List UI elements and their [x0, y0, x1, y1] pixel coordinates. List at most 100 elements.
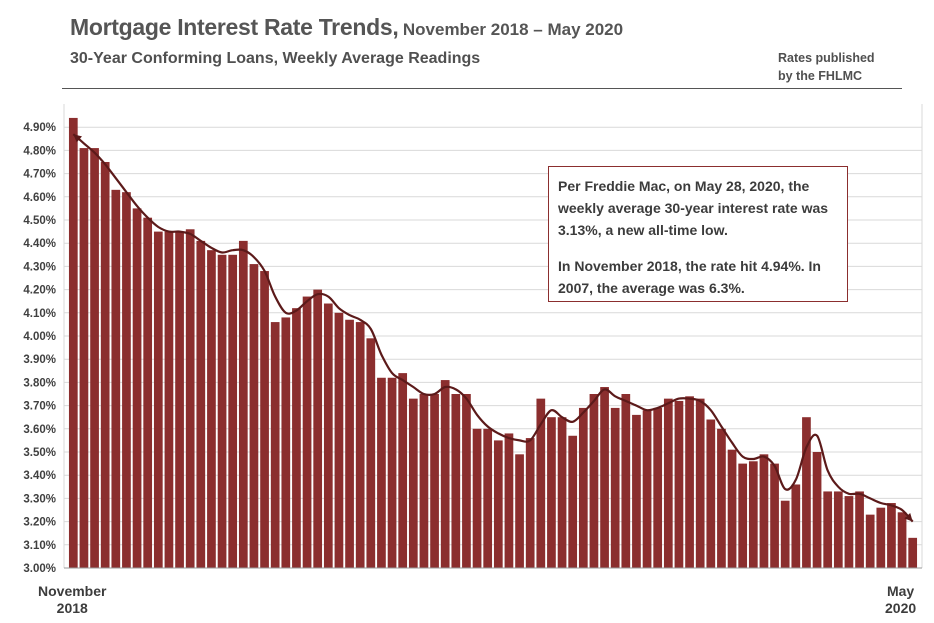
rate-bar [153, 231, 163, 568]
rate-bar [249, 264, 259, 568]
y-tick-label: 3.90% [23, 354, 56, 366]
y-tick-label: 4.60% [23, 192, 56, 204]
y-tick-label: 3.50% [23, 447, 56, 459]
rate-bar [791, 484, 801, 568]
rate-bar [833, 491, 843, 568]
rate-bar [717, 428, 726, 568]
rate-bar [621, 394, 631, 568]
chart-title-period: November 2018 – May 2020 [402, 20, 624, 39]
rate-bar [653, 407, 663, 568]
rate-bar [323, 303, 333, 568]
rate-bar [887, 503, 896, 568]
rate-bar [100, 162, 110, 568]
chart-title: Mortgage Interest Rate Trends, November … [70, 14, 623, 41]
rate-bar [865, 514, 875, 568]
rate-bar [207, 250, 216, 568]
rate-bar [578, 407, 588, 568]
rate-bar [525, 438, 535, 568]
y-tick-label: 4.40% [23, 238, 56, 250]
y-tick-label: 3.80% [23, 377, 56, 389]
y-tick-label: 3.60% [23, 424, 56, 436]
rate-bar [706, 419, 716, 568]
rate-bar [430, 394, 439, 568]
rate-bar [770, 463, 779, 568]
source-line-2: by the FHLMC [778, 69, 863, 83]
header-divider [62, 88, 902, 89]
y-tick-label: 4.90% [23, 122, 56, 134]
rate-bar [610, 407, 620, 568]
rate-bar [547, 417, 556, 568]
rate-bar [472, 428, 482, 568]
x-label-end-month: May [886, 583, 915, 599]
rate-bar [281, 317, 291, 568]
rate-bar [292, 308, 301, 568]
rate-bar [79, 148, 89, 568]
y-tick-label: 4.00% [23, 331, 56, 343]
rate-bar [387, 377, 397, 568]
rate-bar [844, 496, 854, 568]
rate-bar [132, 208, 142, 568]
rate-bar [663, 398, 673, 568]
x-label-start: November 2018 [38, 583, 106, 617]
rate-bar [185, 229, 195, 568]
y-tick-label: 3.20% [23, 517, 56, 529]
rate-bar [90, 148, 99, 568]
chart-title-main: Mortgage Interest Rate Trends, [70, 14, 399, 40]
rate-bar [908, 537, 918, 568]
rate-bar [451, 394, 461, 568]
rate-bar [748, 461, 758, 568]
rate-bar [568, 435, 578, 568]
rate-bar [238, 240, 248, 568]
rate-bar [780, 500, 790, 568]
y-tick-label: 4.20% [23, 285, 56, 297]
y-tick-label: 3.70% [23, 401, 56, 413]
rate-bar [143, 217, 153, 568]
rate-bar [727, 449, 737, 568]
rate-bar [419, 394, 429, 568]
rate-bar [536, 398, 546, 568]
y-axis-ticks: 3.00% 3.10% 3.20% 3.30% 3.40% 3.50% 3.60% 3.70%… [23, 122, 56, 575]
source-note: Rates published by the FHLMC [778, 49, 875, 85]
rate-bar [398, 373, 408, 568]
rate-bar [504, 433, 514, 568]
y-tick-label: 4.70% [23, 169, 56, 181]
callout-box: Per Freddie Mac, on May 28, 2020, the we… [548, 166, 848, 302]
x-label-end-year: 2020 [885, 600, 917, 616]
y-tick-label: 4.30% [23, 261, 56, 273]
rate-bar [196, 240, 206, 568]
y-tick-label: 4.80% [23, 145, 56, 157]
rate-bar [632, 414, 641, 568]
rate-bar [260, 271, 269, 568]
rate-bar [164, 231, 174, 568]
rate-bar [313, 289, 323, 568]
rate-bar [642, 410, 652, 568]
rate-bar [515, 454, 524, 568]
rate-bar [823, 491, 833, 568]
y-tick-label: 4.50% [23, 215, 56, 227]
rate-bar [175, 231, 184, 568]
bars [68, 117, 918, 569]
rate-bar [355, 322, 365, 568]
rate-bar [738, 463, 748, 568]
x-label-end: May 2020 [885, 583, 916, 617]
rate-bar [462, 394, 471, 568]
rate-bar [111, 189, 121, 568]
trend-line-layer [72, 133, 914, 523]
callout-text-2: In November 2018, the rate hit 4.94%. In… [558, 258, 821, 296]
y-tick-label: 3.00% [23, 563, 56, 575]
rate-bar [855, 491, 864, 568]
rate-bar [685, 396, 694, 568]
rate-bar [674, 400, 684, 568]
rate-bar [759, 454, 769, 568]
rate-bar [334, 312, 344, 568]
x-label-start-month: November [38, 583, 107, 599]
rate-bar [589, 394, 599, 568]
y-tick-label: 4.10% [23, 308, 56, 320]
chart-subtitle: 30-Year Conforming Loans, Weekly Average… [70, 50, 481, 67]
rate-bar [600, 387, 609, 568]
rate-bar [557, 417, 567, 568]
rate-bar [122, 192, 131, 568]
trend-arrow-end [904, 513, 913, 522]
rate-bar [802, 417, 811, 568]
